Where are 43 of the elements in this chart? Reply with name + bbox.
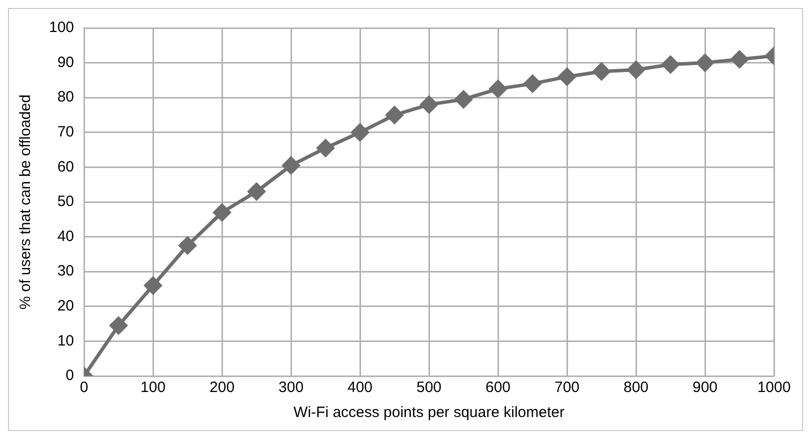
point (144, 276, 162, 294)
y-tick-label: 80 (57, 88, 74, 106)
y-tick-label: 90 (57, 54, 74, 71)
y-tick-label: 40 (57, 228, 74, 245)
x-tick-label: 800 (623, 379, 649, 396)
y-tick-label: 10 (57, 332, 74, 350)
x-tick-label: 200 (210, 379, 235, 396)
x-tick-label: 700 (554, 379, 580, 396)
point (420, 96, 438, 114)
point (662, 56, 680, 74)
point (454, 90, 472, 108)
point (558, 68, 576, 86)
point (110, 316, 128, 334)
point (489, 80, 507, 98)
y-tick-label: 30 (57, 262, 74, 280)
x-tick-label: 400 (348, 379, 373, 396)
point (730, 50, 748, 68)
x-tick-label: 0 (80, 379, 88, 396)
y-tick-label: 60 (57, 158, 74, 176)
y-tick-label: 0 (66, 367, 74, 384)
point (524, 74, 542, 92)
point (351, 124, 369, 142)
point (627, 61, 645, 79)
y-tick-label: 20 (57, 298, 74, 315)
y-tick-label: 100 (48, 19, 74, 36)
x-tick-label: 900 (692, 379, 718, 396)
y-tick-label: 70 (57, 124, 74, 141)
point (213, 204, 231, 222)
x-tick-label: 500 (416, 379, 442, 396)
point (178, 236, 196, 254)
x-tick-label: 100 (140, 379, 166, 396)
point (282, 156, 300, 174)
point (316, 139, 334, 157)
y-tick-label: 50 (57, 193, 74, 210)
x-tick-label: 300 (278, 379, 304, 396)
y-axis-title: % of users that can be offloaded (17, 94, 34, 310)
point (592, 62, 610, 80)
x-tick-label: 600 (485, 379, 511, 396)
point (248, 182, 266, 200)
x-tick-label: 1000 (757, 379, 791, 396)
point (696, 54, 714, 72)
x-axis-title: Wi-Fi access points per square kilometer (294, 404, 564, 422)
point (386, 106, 404, 124)
